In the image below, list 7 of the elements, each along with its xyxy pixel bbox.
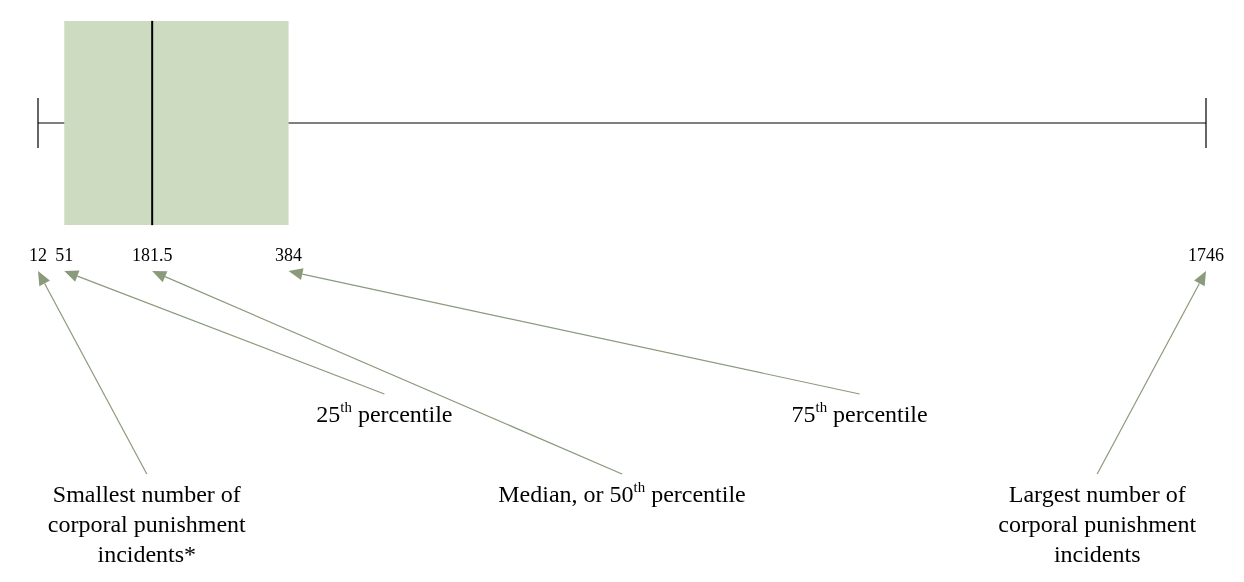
x-tick-label: 181.5: [131, 245, 173, 266]
x-tick-label: 12: [29, 245, 47, 266]
text: Smallest number of corporal punishment incidents*: [47, 481, 247, 567]
text: Largest number of corporal punishment incidents: [998, 481, 1197, 567]
x-tick-label: 51: [55, 245, 74, 266]
x-tick-label: 384: [275, 245, 303, 266]
x-tick-label: 1746: [1188, 245, 1224, 266]
